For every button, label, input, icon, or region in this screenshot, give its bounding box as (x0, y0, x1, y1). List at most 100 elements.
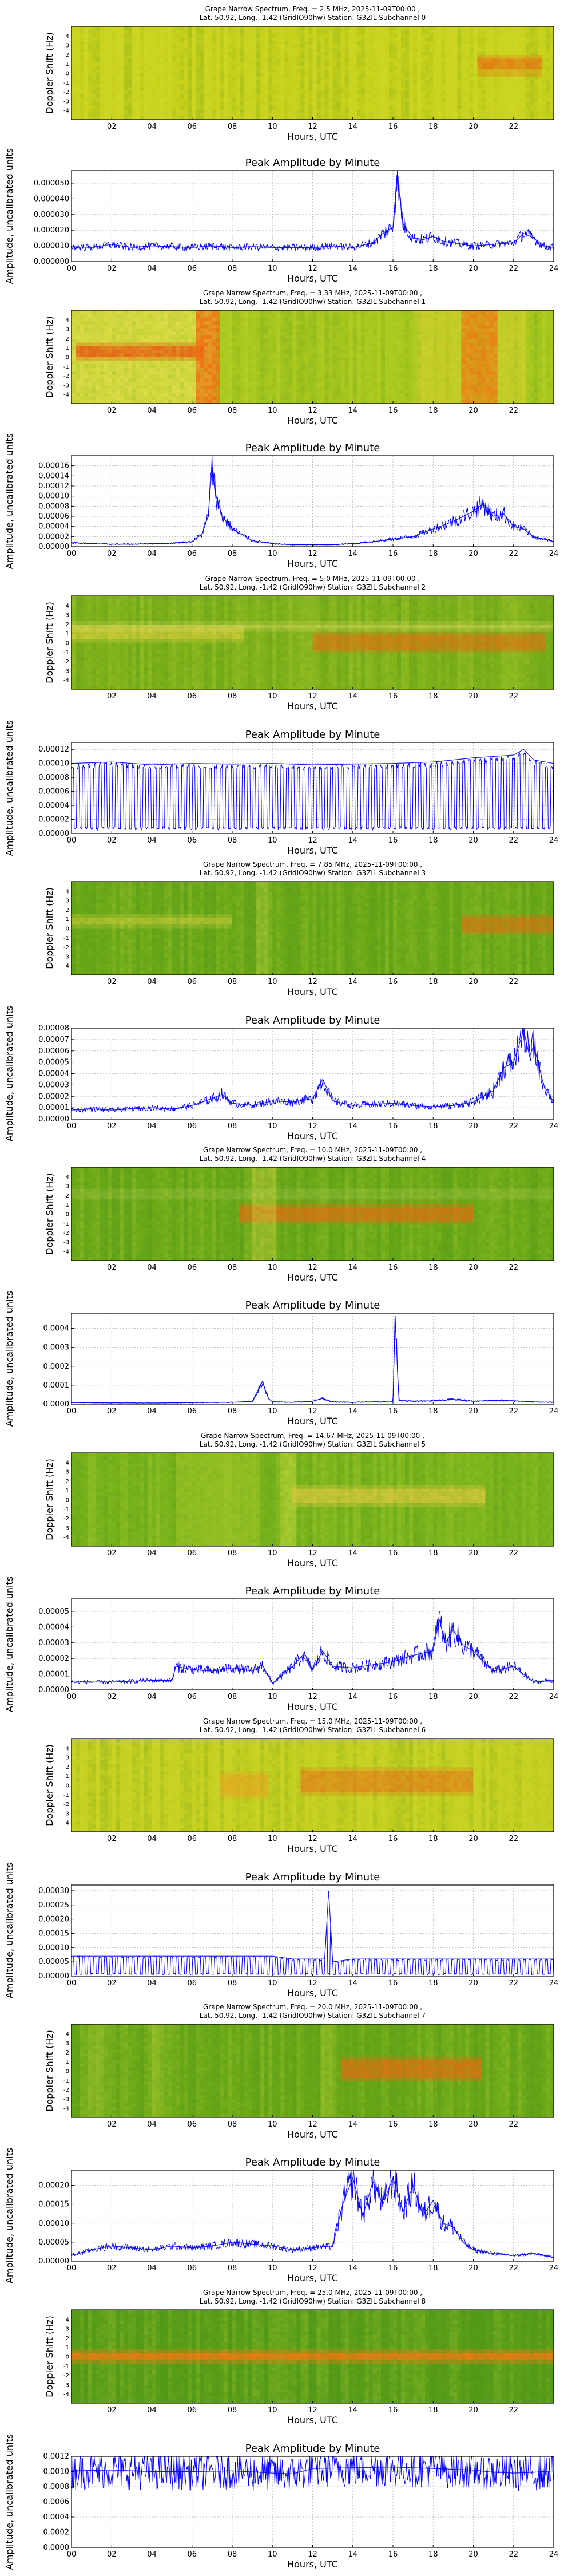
spectrogram-cell (100, 382, 104, 386)
spectrogram-cell (542, 94, 546, 98)
spectrogram-cell (284, 52, 288, 56)
spectrogram-cell (220, 37, 224, 41)
spectrogram-cell (140, 393, 144, 397)
spectrogram-cell (337, 26, 341, 30)
spectrogram-cell (437, 41, 441, 45)
spectrogram-cell (264, 382, 268, 386)
spectrogram-cell (313, 66, 317, 70)
spectrogram-cell (136, 91, 140, 95)
spectrogram-cell (465, 66, 469, 70)
spectrogram-cell (321, 77, 325, 81)
spectrogram-cell (244, 318, 248, 322)
spectrogram-cell (288, 325, 292, 329)
spectrogram-cell (220, 378, 224, 382)
spectrogram-cell (522, 88, 526, 92)
spectrogram-cell (120, 318, 124, 322)
spectrogram-cell (469, 30, 473, 34)
spectrogram-cell (542, 30, 546, 34)
spectrogram-cell (296, 91, 300, 95)
spectrogram-cell (116, 41, 120, 45)
spectrogram-cell (112, 69, 116, 73)
spectrogram-cell (538, 112, 542, 116)
spectrogram-cell (116, 55, 120, 59)
spectrogram-cell (224, 386, 228, 390)
spectrogram-cell (329, 400, 333, 404)
spectrogram-cell (88, 102, 92, 106)
spectrogram-cell (341, 325, 345, 329)
spectrogram-cell (248, 109, 252, 113)
spectrogram-cell (268, 58, 272, 62)
spectrogram-cell (132, 350, 136, 354)
spectrogram-cell (120, 26, 124, 30)
spectrogram-cell (120, 88, 124, 92)
spectrogram-cell (172, 396, 176, 400)
spectrogram-cell (128, 386, 132, 390)
spectrogram-cell (240, 37, 244, 41)
spectrogram-cell (421, 88, 425, 92)
spectrogram-cell (353, 94, 357, 98)
spectrogram-cell (256, 52, 260, 56)
spectrogram-cell (264, 66, 268, 70)
spectrogram-cell (300, 94, 304, 98)
spectrogram-cell (120, 368, 124, 372)
spectrogram-cell (92, 353, 96, 357)
spectrogram-cell (140, 314, 144, 318)
spectrogram-cell (84, 105, 88, 109)
spectrogram-cell (160, 335, 164, 339)
spectrogram-cell (132, 310, 136, 314)
spectrogram-cell (160, 30, 164, 34)
spectrogram-cell (116, 105, 120, 109)
spectrogram-cell (192, 58, 196, 62)
spectrogram-cell (224, 350, 228, 354)
spectrogram-cell (184, 48, 188, 52)
spectrogram-cell (341, 55, 345, 59)
spectrogram-cell (260, 41, 264, 45)
spectrogram-cell (280, 310, 284, 314)
spectrogram-cell (240, 52, 244, 56)
spectrogram-cell (361, 34, 365, 38)
spectrogram-cell (236, 94, 240, 98)
spectrogram-cell (469, 44, 473, 48)
spectrogram-cell (136, 55, 140, 59)
spectrogram-cell (92, 62, 96, 66)
spectrogram-cell (216, 37, 220, 41)
spectrogram-cell (116, 48, 120, 52)
spectrogram-cell (212, 116, 216, 120)
spectrogram-cell (357, 73, 361, 77)
spectrogram-cell (160, 66, 164, 70)
spectrogram-cell (228, 48, 232, 52)
spectrogram-cell (156, 26, 160, 30)
spectrogram-cell (232, 314, 236, 318)
spectrogram-cell (397, 26, 401, 30)
spectrogram-cell (522, 26, 526, 30)
spectrogram-cell (377, 80, 381, 84)
spectrogram-cell (518, 88, 522, 92)
spectrogram-cell (486, 94, 490, 98)
spectrogram-cell (341, 321, 345, 325)
spectrogram-cell (280, 378, 284, 382)
spectrogram-cell (120, 325, 124, 329)
spectrogram-cell (417, 109, 421, 113)
spectrogram-cell (204, 364, 208, 368)
spectrogram-cell (80, 102, 84, 106)
spectrogram-cell (112, 396, 116, 400)
spectrogram-cell (304, 41, 308, 45)
spectrogram-cell (240, 386, 244, 390)
spectrogram-cell (268, 364, 272, 368)
spectrogram-cell (256, 44, 260, 48)
spectrogram-cell (272, 310, 276, 314)
spectrogram-cell (184, 375, 188, 379)
spectrogram-cell (156, 44, 160, 48)
spectrogram-cell (365, 84, 369, 88)
spectrogram-cell (236, 393, 240, 397)
spectrogram-cell (522, 37, 526, 41)
spectrogram-cell (506, 44, 510, 48)
spectrogram-cell (453, 84, 457, 88)
spectrogram-cell (216, 112, 220, 116)
spectrogram-cell (469, 73, 473, 77)
spectrogram-cell (232, 328, 236, 332)
spectrogram-cell (325, 80, 329, 84)
spectrogram-cell (108, 66, 112, 70)
spectrogram-cell (385, 69, 389, 73)
spectrogram-cell (184, 396, 188, 400)
